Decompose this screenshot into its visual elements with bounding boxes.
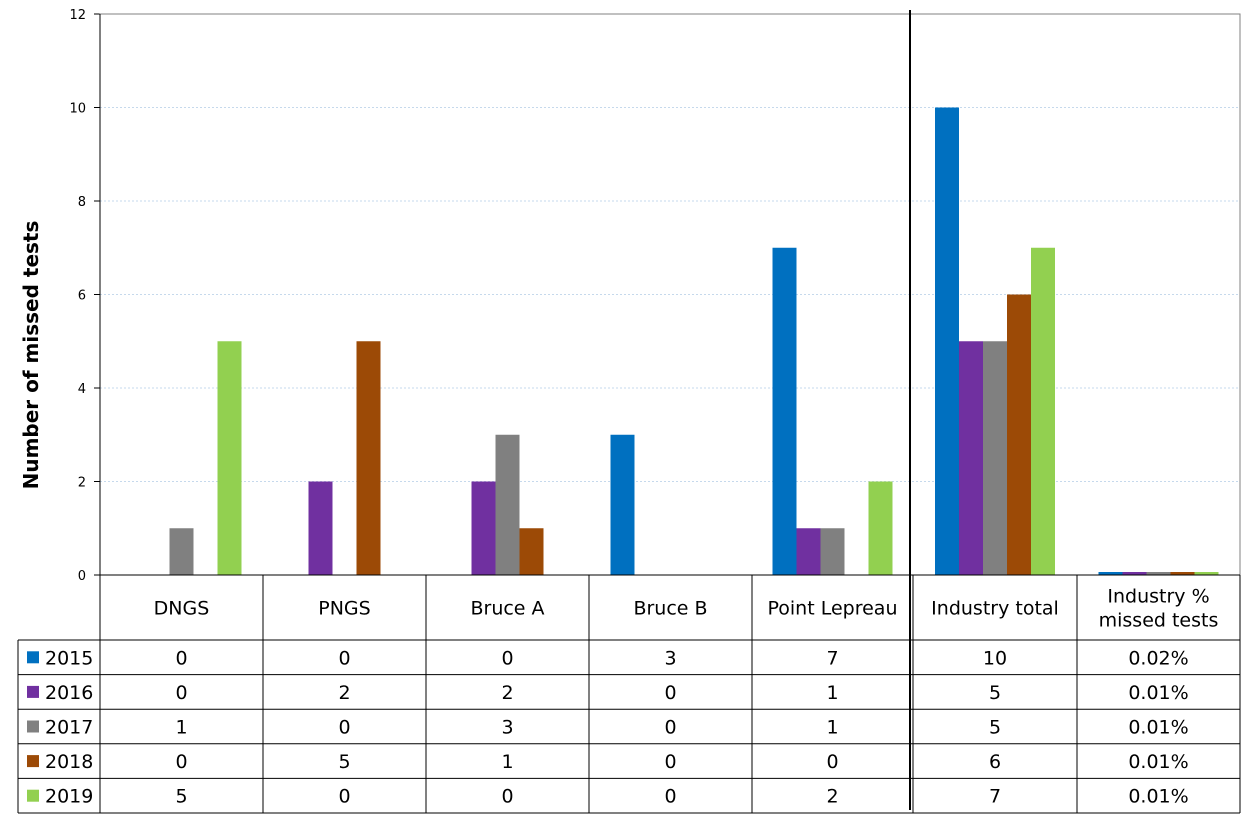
table-cell: 0 bbox=[826, 751, 838, 773]
table-cell: 0 bbox=[664, 682, 676, 704]
table-cell: 0.01% bbox=[1128, 786, 1188, 808]
legend-swatch bbox=[27, 720, 39, 733]
table-cell: 0 bbox=[664, 751, 676, 773]
bar bbox=[1194, 572, 1219, 575]
table-cell: 1 bbox=[826, 682, 838, 704]
table-cell: 2 bbox=[338, 682, 350, 704]
bar bbox=[1170, 572, 1195, 575]
table-cell: 5 bbox=[175, 786, 187, 808]
table-cell: 0 bbox=[501, 647, 513, 669]
legend-label: 2016 bbox=[45, 682, 93, 704]
bar bbox=[495, 434, 520, 575]
table-cell: 0 bbox=[664, 717, 676, 739]
bar bbox=[959, 341, 983, 575]
category-label: Point Lepreau bbox=[768, 598, 898, 620]
y-tick-label: 2 bbox=[78, 476, 86, 491]
table-cell: 3 bbox=[501, 717, 513, 739]
table-cell: 0 bbox=[175, 682, 187, 704]
y-tick-label: 8 bbox=[78, 195, 86, 210]
legend-label: 2018 bbox=[45, 751, 93, 773]
category-label: DNGS bbox=[154, 598, 210, 620]
category-label: Bruce A bbox=[470, 598, 544, 620]
table-cell: 2 bbox=[501, 682, 513, 704]
bar bbox=[983, 341, 1007, 575]
table-cell: 5 bbox=[989, 682, 1001, 704]
category-label: Industry % bbox=[1107, 586, 1209, 608]
bar bbox=[217, 341, 242, 575]
legend-swatch bbox=[27, 651, 39, 664]
table-cell: 7 bbox=[826, 647, 838, 669]
bar bbox=[356, 341, 381, 575]
category-label: Industry total bbox=[931, 598, 1059, 620]
table-cell: 6 bbox=[989, 751, 1001, 773]
bar bbox=[519, 528, 544, 575]
table-cell: 0 bbox=[501, 786, 513, 808]
legend-swatch bbox=[27, 755, 39, 768]
bar bbox=[1146, 572, 1171, 575]
bar bbox=[868, 481, 893, 575]
table-cell: 7 bbox=[989, 786, 1001, 808]
y-axis-label: Number of missed tests bbox=[19, 221, 43, 490]
legend-swatch bbox=[27, 789, 39, 802]
bar bbox=[169, 528, 194, 575]
category-label: missed tests bbox=[1099, 610, 1219, 632]
table-cell: 5 bbox=[989, 717, 1001, 739]
y-tick-label: 6 bbox=[78, 289, 86, 304]
table-cell: 10 bbox=[983, 647, 1007, 669]
bar bbox=[471, 481, 496, 575]
table-cell: 0.02% bbox=[1128, 647, 1188, 669]
bar bbox=[1031, 247, 1055, 575]
table-cell: 1 bbox=[175, 717, 187, 739]
y-tick-label: 10 bbox=[69, 102, 86, 117]
table-cell: 0.01% bbox=[1128, 751, 1188, 773]
y-tick-label: 0 bbox=[78, 569, 86, 584]
table-cell: 0 bbox=[175, 751, 187, 773]
category-label: PNGS bbox=[318, 598, 370, 620]
table-cell: 0 bbox=[175, 647, 187, 669]
y-tick-label: 12 bbox=[69, 8, 86, 23]
bar bbox=[1007, 294, 1031, 575]
table-cell: 1 bbox=[501, 751, 513, 773]
bars bbox=[169, 107, 1219, 575]
table-cell: 1 bbox=[826, 717, 838, 739]
legend-label: 2017 bbox=[45, 717, 93, 739]
table-cell: 0.01% bbox=[1128, 682, 1188, 704]
bar bbox=[610, 434, 635, 575]
table-cell: 0.01% bbox=[1128, 717, 1188, 739]
table-cell: 0 bbox=[338, 717, 350, 739]
legend-swatch bbox=[27, 685, 39, 698]
table-cell: 5 bbox=[338, 751, 350, 773]
legend-label: 2015 bbox=[45, 647, 93, 669]
bar bbox=[935, 107, 959, 575]
table-cell: 3 bbox=[664, 647, 676, 669]
y-tick-label: 4 bbox=[78, 382, 86, 397]
bar bbox=[1122, 572, 1147, 575]
gridlines bbox=[100, 107, 1240, 482]
table-cell: 0 bbox=[664, 786, 676, 808]
table-cell: 0 bbox=[338, 786, 350, 808]
bar bbox=[1098, 572, 1123, 575]
bar bbox=[772, 247, 797, 575]
table-cell: 2 bbox=[826, 786, 838, 808]
legend-label: 2019 bbox=[45, 786, 93, 808]
table-cell: 0 bbox=[338, 647, 350, 669]
data-table: DNGS PNGS Bruce A Bruce B Point Lepreau Indus… bbox=[17, 574, 1241, 814]
bar bbox=[308, 481, 333, 575]
category-label: Bruce B bbox=[633, 598, 707, 620]
bar bbox=[796, 528, 821, 575]
bar bbox=[820, 528, 845, 575]
